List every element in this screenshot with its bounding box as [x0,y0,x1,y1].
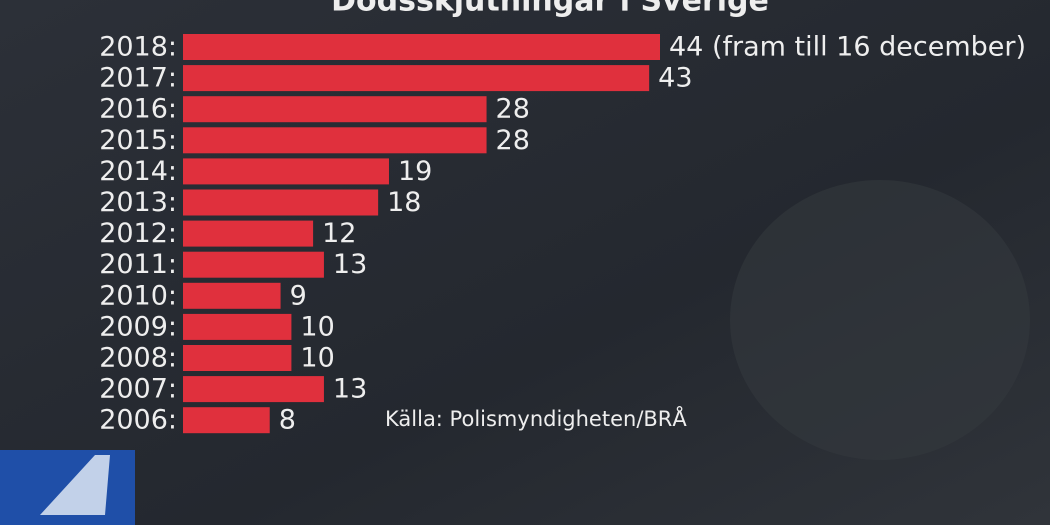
bar [183,65,650,92]
channel-logo-mark [40,455,110,515]
bar [183,282,281,309]
value-label: 43 [658,63,692,94]
bar [183,34,660,60]
bar [183,96,487,123]
category-label: 2018: [99,32,177,63]
category-label: 2015: [99,125,177,156]
value-label: 28 [496,94,530,125]
source-note: Källa: Polismyndigheten/BRÅ [385,405,687,431]
bar [183,189,379,216]
category-label: 2006: [99,405,177,436]
bar [183,220,314,247]
category-label: 2010: [99,280,177,311]
bar [183,251,324,278]
value-label: 8 [279,405,296,436]
bar [183,313,292,340]
chart-title: Dödsskjutningar i Sverige [331,0,769,19]
category-label: 2008: [99,343,177,374]
category-label: 2012: [99,218,177,249]
bar [183,158,389,185]
value-label: 13 [333,249,367,280]
category-label: 2013: [99,187,177,218]
category-label: 2007: [99,374,177,405]
value-label: 19 [398,156,432,187]
category-label: 2016: [99,94,177,125]
value-label: 13 [333,374,367,405]
bar [183,127,487,154]
bar [183,407,270,434]
value-label: 9 [290,280,307,311]
category-label: 2011: [99,249,177,280]
value-label: 28 [496,125,530,156]
value-label: 10 [300,343,334,374]
value-label: 10 [300,311,334,342]
category-label: 2017: [99,63,177,94]
category-label: 2014: [99,156,177,187]
background-figures [730,180,1030,460]
bar [183,345,292,371]
category-label: 2009: [99,311,177,342]
value-label: 44 (fram till 16 december) [669,32,1026,63]
value-label: 18 [387,187,421,218]
bar [183,376,324,403]
value-label: 12 [322,218,356,249]
